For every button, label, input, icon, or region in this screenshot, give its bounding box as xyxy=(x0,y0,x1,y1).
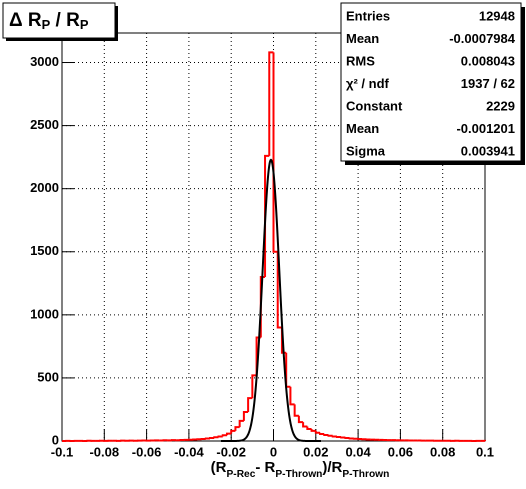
stats: Entries 12948 Mean -0.0007984 RMS 0.008043 χ² … xyxy=(346,8,516,158)
subscript: P xyxy=(80,17,89,32)
histogram-bin xyxy=(217,435,223,438)
x-axis-label: (RP-Rec- RP-Thrown)/RP-Thrown xyxy=(211,459,390,480)
y-tick-label: 1500 xyxy=(30,243,59,258)
subscript: P-Thrown xyxy=(275,469,322,480)
y-tick-label: 2500 xyxy=(30,117,59,132)
histogram-bin xyxy=(272,52,278,253)
histogram-bin xyxy=(230,429,236,434)
stat-value: 2229 xyxy=(486,98,515,113)
text-part: Δ R xyxy=(9,10,42,31)
histogram-bin xyxy=(310,429,316,432)
title-box xyxy=(2,2,116,39)
x-tick-label: 0.1 xyxy=(476,444,494,459)
text-part: )/R xyxy=(322,459,342,476)
histogram-bin xyxy=(319,432,325,436)
x-tick-label: -0.04 xyxy=(174,444,204,459)
stat-label: Entries xyxy=(346,8,390,23)
stat-label: RMS xyxy=(346,53,375,68)
text-part: (R xyxy=(211,459,227,476)
histogram-bin xyxy=(209,436,215,439)
histogram-bin xyxy=(340,436,346,439)
stats-box xyxy=(340,2,522,162)
x-tick-label: 0.04 xyxy=(345,444,371,459)
x-tick-label: -0.06 xyxy=(132,444,162,459)
stat-value: 12948 xyxy=(479,8,515,23)
histogram-bin xyxy=(331,435,337,438)
x-tick-label: 0.02 xyxy=(303,444,328,459)
histogram-bin xyxy=(335,435,342,438)
stat-value: 1937 / 62 xyxy=(461,76,515,91)
y-tick-label: 500 xyxy=(37,369,59,384)
x-tick-label: 0.06 xyxy=(388,444,413,459)
stat-label: Mean xyxy=(346,121,379,136)
stat-value: -0.0007984 xyxy=(449,31,516,46)
stat-label: Constant xyxy=(346,98,403,113)
histogram-bin xyxy=(247,397,253,412)
histogram-bin xyxy=(221,434,227,437)
stat-label: Mean xyxy=(346,31,379,46)
histogram-bin xyxy=(276,251,282,329)
stat-value: 0.003941 xyxy=(461,143,515,158)
y-tick-label: 2000 xyxy=(30,180,59,195)
histogram-bin xyxy=(238,419,244,428)
histogram-bin xyxy=(297,415,304,424)
histogram-bin xyxy=(323,433,329,436)
histogram-bin xyxy=(225,432,232,436)
histogram-bin xyxy=(289,386,295,406)
histogram-bin xyxy=(213,436,219,439)
histogram-bin xyxy=(242,410,249,421)
histogram-bin xyxy=(344,436,350,439)
stat-value: -0.001201 xyxy=(456,121,515,136)
stat-label: Sigma xyxy=(346,143,386,158)
histogram-bin xyxy=(268,51,274,156)
x-tick-label: -0.02 xyxy=(216,444,246,459)
subscript: P-Thrown xyxy=(342,469,389,480)
histogram-bin xyxy=(306,426,312,431)
subscript: P-Rec xyxy=(227,469,256,480)
x-tick-label: 0.08 xyxy=(430,444,455,459)
y-tick-label: 1000 xyxy=(30,306,59,321)
y-tick-label: 0 xyxy=(52,432,59,447)
x-tick-label: 0 xyxy=(270,444,277,459)
x-tick-label: -0.1 xyxy=(51,444,73,459)
histogram-bin xyxy=(234,426,240,431)
histogram-bin xyxy=(327,434,333,437)
subscript: P xyxy=(42,17,51,32)
chart-title: Δ RP / RP xyxy=(9,10,89,32)
text-part: / R xyxy=(50,10,80,31)
histogram-bin xyxy=(293,404,299,417)
x-tick-label: -0.08 xyxy=(89,444,119,459)
stat-label: χ² / ndf xyxy=(346,76,390,91)
histogram-bin xyxy=(348,437,354,440)
fit-curve xyxy=(220,158,321,442)
histogram-bin xyxy=(314,430,321,434)
stat-value: 0.008043 xyxy=(461,53,515,68)
text-part: - R xyxy=(255,459,275,476)
histogram-bin xyxy=(302,422,308,428)
y-tick-label: 3000 xyxy=(30,54,59,69)
histogram-bin xyxy=(251,374,257,399)
histogram-bin xyxy=(204,437,211,440)
